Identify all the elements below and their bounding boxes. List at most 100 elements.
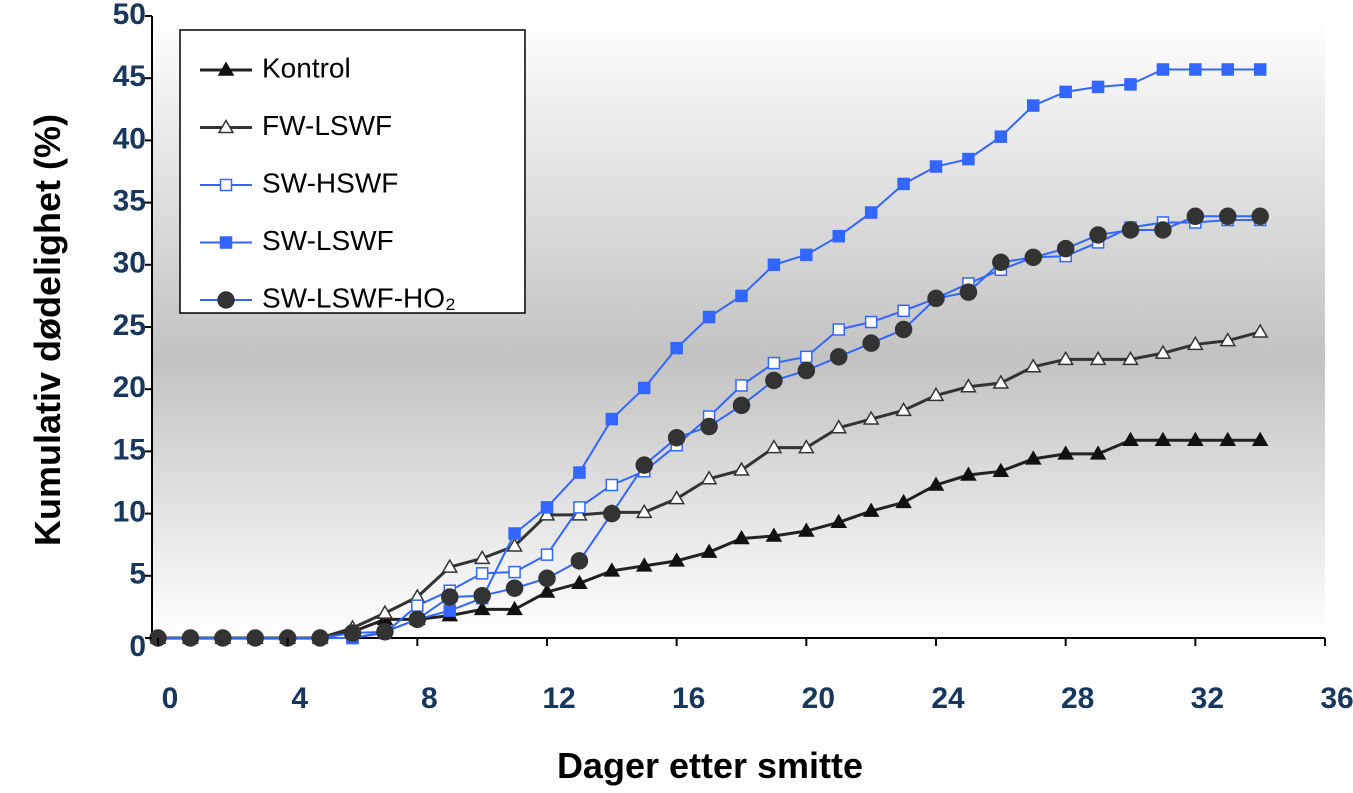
marker [733, 529, 750, 545]
marker [475, 567, 489, 580]
marker [800, 350, 813, 364]
marker [1251, 431, 1269, 446]
marker [571, 574, 588, 590]
legend-box [179, 29, 526, 314]
marker [992, 253, 1010, 272]
marker [1124, 78, 1137, 91]
marker [830, 513, 848, 529]
marker [897, 177, 910, 191]
marker [538, 506, 556, 521]
marker [1251, 207, 1269, 226]
marker [700, 417, 718, 436]
marker [732, 396, 751, 415]
marker [832, 229, 845, 243]
marker [1187, 335, 1204, 351]
marker [895, 493, 912, 509]
x-tick-label: 16 [672, 682, 705, 715]
marker [830, 419, 848, 434]
marker [538, 583, 556, 598]
marker [538, 569, 556, 588]
x-tick-label: 36 [1320, 682, 1353, 715]
legend-label: SW-LSWF-HO₂ [262, 282, 456, 313]
marker [376, 623, 394, 641]
marker [376, 604, 394, 619]
x-tick-label: 28 [1061, 682, 1094, 715]
marker [864, 315, 878, 329]
x-tick-label: 0 [162, 682, 179, 715]
x-tick-label: 24 [931, 682, 965, 715]
marker [700, 543, 718, 558]
y-tick-label: 20 [113, 371, 146, 404]
marker [733, 461, 750, 476]
marker [668, 552, 685, 567]
marker [635, 557, 653, 572]
marker [1187, 431, 1204, 446]
legend-marker [219, 178, 233, 192]
marker [767, 356, 781, 370]
marker [603, 504, 621, 523]
marker [800, 248, 813, 262]
marker [311, 629, 329, 647]
y-tick-label: 5 [129, 558, 146, 591]
x-tick-label: 12 [542, 682, 575, 715]
marker [343, 624, 362, 642]
y-tick-label: 35 [113, 185, 146, 218]
marker [1221, 63, 1234, 76]
y-axis-title: Kumulativ dødelighet (%) [27, 114, 68, 546]
marker [929, 160, 943, 173]
marker [830, 348, 848, 366]
marker [702, 310, 716, 324]
y-tick-label: 25 [113, 309, 146, 342]
marker [1059, 85, 1072, 99]
marker [605, 412, 619, 426]
marker [246, 629, 264, 647]
marker [1154, 221, 1172, 239]
marker [862, 502, 880, 517]
y-tick-label: 40 [113, 122, 146, 155]
marker [1219, 332, 1237, 347]
marker [765, 439, 783, 454]
marker [603, 562, 621, 577]
marker [735, 379, 748, 392]
marker [1186, 207, 1205, 226]
x-tick-label: 4 [291, 682, 308, 715]
marker [897, 304, 910, 318]
marker [1253, 63, 1267, 76]
legend-marker [217, 61, 235, 76]
marker [1024, 358, 1042, 373]
marker [1089, 445, 1107, 460]
legend-label: SW-HSWF [262, 167, 398, 198]
y-tick-label: 0 [129, 630, 146, 663]
marker [570, 552, 589, 570]
marker [992, 462, 1010, 478]
marker [667, 428, 686, 447]
x-axis-title: Dager etter smitte [557, 745, 863, 786]
marker [638, 381, 651, 395]
marker [1024, 248, 1042, 267]
y-tick-label: 30 [113, 247, 146, 280]
y-tick-label: 10 [113, 496, 146, 529]
marker [508, 527, 521, 540]
marker [765, 371, 783, 390]
marker [927, 386, 945, 402]
marker [1089, 350, 1107, 366]
legend: Kontrol FW-LSWF SW-HSWF SW-LSWF SW-LSWF-HO₂ [179, 29, 526, 314]
marker [670, 341, 683, 355]
marker [765, 527, 783, 542]
marker [473, 586, 491, 605]
marker [508, 565, 521, 579]
marker [894, 320, 913, 339]
marker [798, 522, 815, 537]
marker [962, 152, 975, 166]
marker [992, 374, 1010, 389]
marker [832, 323, 845, 336]
marker [181, 629, 200, 647]
legend-label: FW-LSWF [262, 110, 392, 141]
legend-label: Kontrol [262, 52, 351, 83]
x-tick-label: 32 [1191, 682, 1224, 715]
marker [1089, 226, 1107, 244]
marker [1056, 239, 1075, 258]
y-tick-label: 15 [113, 433, 146, 466]
marker [1251, 323, 1269, 338]
